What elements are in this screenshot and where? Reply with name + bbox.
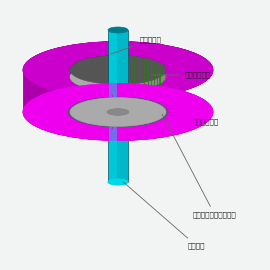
Polygon shape bbox=[70, 56, 118, 92]
Ellipse shape bbox=[108, 27, 128, 33]
Ellipse shape bbox=[76, 99, 160, 124]
Polygon shape bbox=[118, 58, 160, 124]
Ellipse shape bbox=[70, 56, 166, 85]
Text: かご（エンドリング）: かご（エンドリング） bbox=[162, 114, 237, 218]
Ellipse shape bbox=[70, 97, 166, 126]
Ellipse shape bbox=[76, 99, 160, 124]
Ellipse shape bbox=[107, 102, 129, 108]
Ellipse shape bbox=[107, 67, 129, 73]
Ellipse shape bbox=[23, 83, 213, 140]
Ellipse shape bbox=[107, 109, 129, 115]
FancyBboxPatch shape bbox=[23, 70, 68, 112]
Ellipse shape bbox=[70, 63, 166, 92]
Ellipse shape bbox=[108, 179, 128, 185]
Polygon shape bbox=[118, 42, 213, 140]
Polygon shape bbox=[76, 58, 118, 124]
Polygon shape bbox=[118, 91, 166, 126]
Text: ロータコア: ロータコア bbox=[111, 37, 162, 54]
Ellipse shape bbox=[23, 83, 213, 140]
Ellipse shape bbox=[107, 74, 129, 80]
Polygon shape bbox=[118, 56, 166, 92]
Polygon shape bbox=[23, 42, 118, 140]
FancyBboxPatch shape bbox=[109, 30, 117, 182]
Ellipse shape bbox=[107, 109, 129, 115]
Ellipse shape bbox=[76, 58, 160, 83]
FancyBboxPatch shape bbox=[108, 30, 128, 182]
Ellipse shape bbox=[23, 42, 213, 99]
Ellipse shape bbox=[68, 97, 168, 127]
Text: シャフト: シャフト bbox=[123, 182, 205, 249]
Ellipse shape bbox=[107, 109, 129, 115]
Ellipse shape bbox=[70, 56, 166, 85]
Text: かご（バー）: かご（バー） bbox=[151, 72, 211, 78]
Ellipse shape bbox=[70, 97, 166, 126]
Polygon shape bbox=[70, 91, 118, 126]
Ellipse shape bbox=[23, 42, 213, 99]
Ellipse shape bbox=[69, 97, 167, 127]
Ellipse shape bbox=[108, 179, 128, 185]
Polygon shape bbox=[68, 55, 118, 127]
Ellipse shape bbox=[68, 97, 168, 127]
Text: ステータコア: ステータコア bbox=[193, 103, 219, 125]
Ellipse shape bbox=[69, 97, 167, 127]
Ellipse shape bbox=[70, 91, 166, 119]
